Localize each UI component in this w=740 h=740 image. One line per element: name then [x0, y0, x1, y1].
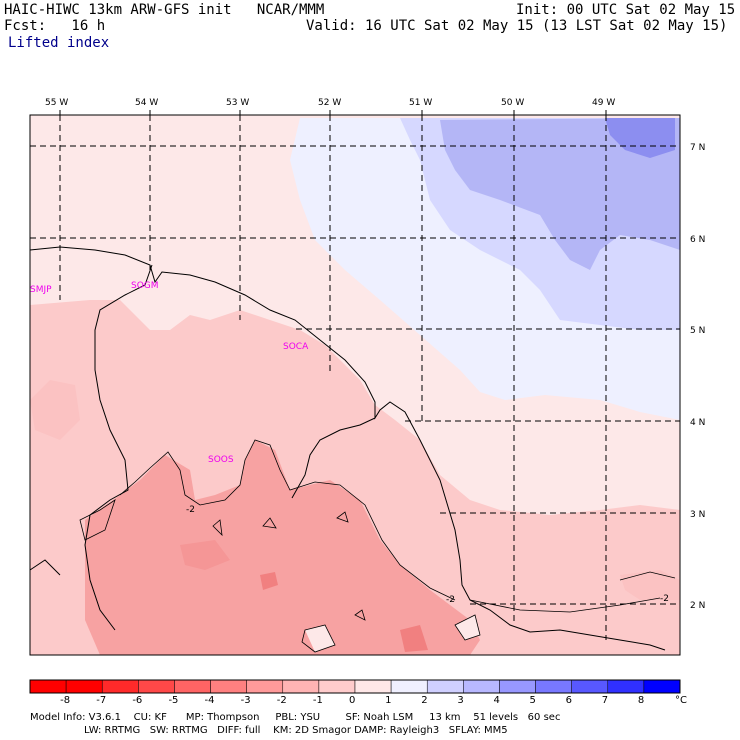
graticule	[30, 115, 680, 640]
station-sogm: SOGM	[131, 281, 159, 291]
colorbar-swatch	[643, 679, 681, 694]
forecast-hour: Fcst: 16 h	[4, 18, 106, 34]
colorbar-label: -2	[276, 695, 287, 706]
lon-label: 50 W	[501, 98, 524, 108]
lat-label: 7 N	[690, 143, 705, 153]
lat-label: 4 N	[690, 418, 705, 428]
colorbar-swatch	[138, 679, 175, 694]
lat-label: 6 N	[690, 235, 705, 245]
valid-time: Valid: 16 UTC Sat 02 May 15 (13 LST Sat …	[306, 18, 728, 34]
colorbar-swatch	[607, 679, 645, 694]
init-time: Init: 00 UTC Sat 02 May 15	[516, 2, 736, 18]
lat-label: 2 N	[690, 601, 705, 611]
contour-label: -2	[660, 594, 669, 604]
colorbar-swatch	[246, 679, 284, 694]
colorbar-label: 4	[493, 695, 500, 706]
colorbar-swatch	[463, 679, 500, 694]
colorbar-swatch	[354, 679, 392, 694]
colorbar-label: 5	[529, 695, 536, 706]
colorbar-label: 0	[349, 695, 356, 706]
colorbar-swatch	[499, 679, 536, 694]
shading	[30, 118, 680, 655]
colorbar-swatch	[210, 679, 247, 694]
station-smjp: SMJP	[30, 285, 52, 295]
colorbar-label: 2	[421, 695, 428, 706]
colorbar	[29, 679, 681, 694]
lon-label: 53 W	[226, 98, 249, 108]
colorbar-label: -1	[312, 695, 323, 706]
colorbar-label: -8	[60, 695, 71, 706]
colorbar-swatch	[65, 679, 103, 694]
colorbar-swatch	[174, 679, 211, 694]
colorbar-label: 7	[601, 695, 609, 706]
model-info-line2: LW: RRTMG SW: RRTMG DIFF: full KM: 2D Sm…	[30, 725, 508, 736]
field-name: Lifted index	[8, 35, 110, 51]
colorbar-unit: °C	[675, 695, 687, 706]
colorbar-swatch	[426, 679, 464, 694]
lat-label: 3 N	[690, 510, 705, 520]
contour-label: -2	[186, 505, 195, 515]
contour-lines	[79, 439, 676, 653]
lat-label: 5 N	[690, 326, 705, 336]
lon-ticks	[59, 110, 607, 115]
lon-label: 51 W	[409, 98, 432, 108]
lon-label: 54 W	[135, 98, 158, 108]
model-title: HAIC-HIWC 13km ARW-GFS init NCAR/MMM	[4, 2, 325, 18]
colorbar-swatch	[282, 679, 320, 694]
colorbar-swatch	[318, 679, 356, 694]
colorbar-label: 1	[385, 695, 392, 706]
lon-label: 49 W	[592, 98, 615, 108]
map-frame	[29, 114, 681, 656]
colorbar-label: -6	[132, 695, 143, 706]
colorbar-label: 3	[457, 695, 464, 706]
station-soca: SOCA	[283, 342, 309, 352]
colorbar-swatch	[571, 679, 609, 694]
contour-label: -2	[446, 595, 455, 605]
colorbar-swatch	[29, 679, 67, 694]
colorbar-swatch	[535, 679, 572, 694]
lon-label: 52 W	[318, 98, 341, 108]
colorbar-frame	[29, 679, 681, 694]
colorbar-swatch	[390, 679, 428, 694]
colorbar-label: -5	[168, 695, 179, 706]
colorbar-label: -4	[204, 695, 215, 706]
colorbar-label: 8	[637, 695, 645, 706]
colorbar-swatch	[101, 679, 139, 694]
colorbar-label: -3	[240, 695, 251, 706]
model-info-line1: Model Info: V3.6.1 CU: KF MP: Thompson P…	[30, 712, 561, 723]
lon-label: 55 W	[45, 98, 68, 108]
colorbar-label: 6	[565, 695, 573, 706]
station-soos: SOOS	[208, 455, 234, 465]
coastlines-and-borders	[29, 246, 666, 651]
colorbar-label: -7	[96, 695, 107, 706]
